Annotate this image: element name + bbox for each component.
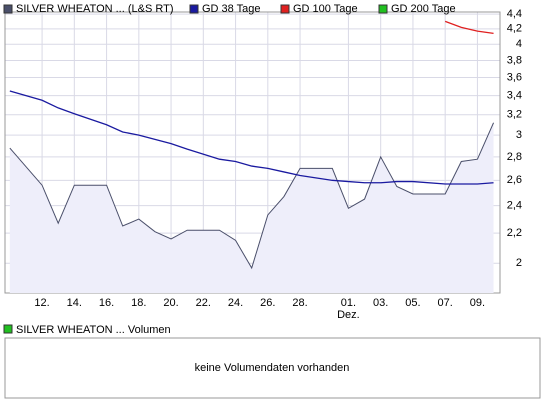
x-tick-label: 09. (470, 297, 485, 309)
y-tick-label: 2,2 (507, 227, 522, 239)
line (9, 122, 495, 270)
line (9, 90, 494, 185)
y-tick-label: 4 (516, 38, 522, 50)
legend-swatch (280, 4, 290, 14)
x-tick-label: 01. (341, 297, 356, 309)
legend-swatch (3, 4, 13, 14)
legend-swatch (378, 4, 388, 14)
legend-label: GD 100 Tage (293, 3, 358, 15)
x-tick-label: 12. (34, 297, 49, 309)
x-tick-label: 14. (67, 297, 82, 309)
x-tick-label: 24. (228, 297, 243, 309)
y-tick-label: 3,6 (507, 71, 522, 83)
line (444, 20, 494, 35)
x-tick-label: 03. (373, 297, 388, 309)
x-tick-label: 05. (405, 297, 420, 309)
x-tick-label: 18. (131, 297, 146, 309)
month-label: Dez. (337, 309, 360, 321)
y-tick-label: 3,8 (507, 54, 522, 66)
x-tick-label: 26. (260, 297, 275, 309)
legend-label: SILVER WHEATON ... (L&S RT) (16, 3, 174, 15)
y-tick-label: 3,2 (507, 109, 522, 121)
x-tick-label: 22. (196, 297, 211, 309)
legend-swatch (189, 4, 199, 14)
x-tick-label: 16. (99, 297, 114, 309)
x-tick-label: 28. (292, 297, 307, 309)
legend-label: GD 38 Tage (202, 3, 261, 15)
x-tick-label: 20. (163, 297, 178, 309)
y-tick-label: 3 (516, 129, 522, 141)
y-tick-label: 4,4 (507, 8, 522, 20)
volume-message: keine Volumendaten vorhanden (195, 362, 350, 374)
y-tick-label: 2,8 (507, 151, 522, 163)
volume-legend-swatch (3, 324, 13, 334)
legend-label: GD 200 Tage (391, 3, 456, 15)
y-tick-label: 2,4 (507, 200, 522, 212)
y-tick-label: 3,4 (507, 89, 522, 101)
volume-legend: SILVER WHEATON ... Volumen (16, 324, 171, 336)
volume-panel (4, 337, 541, 399)
area (9, 122, 494, 294)
y-tick-label: 2 (516, 257, 522, 269)
y-tick-label: 4,2 (507, 23, 522, 35)
y-tick-label: 2,6 (507, 174, 522, 186)
x-tick-label: 07. (438, 297, 453, 309)
